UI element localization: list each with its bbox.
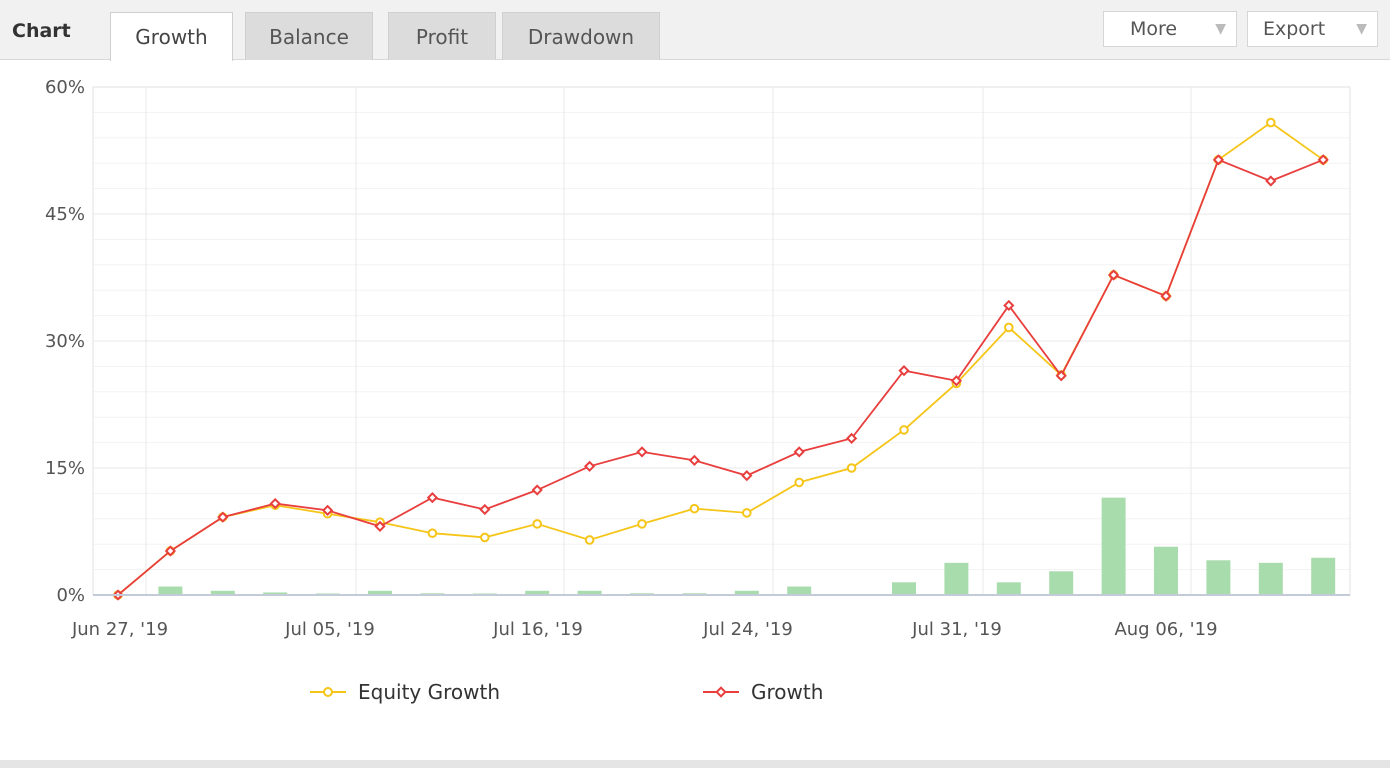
series-point bbox=[1317, 154, 1329, 166]
series-point bbox=[531, 484, 543, 496]
series-point bbox=[480, 532, 490, 543]
more-button[interactable]: More ▼ bbox=[1103, 11, 1237, 47]
bar bbox=[1206, 560, 1231, 595]
series-point bbox=[742, 508, 752, 518]
bar bbox=[1154, 546, 1178, 595]
x-tick-label: Jul 24, '19 bbox=[702, 619, 793, 640]
series-line bbox=[117, 121, 1324, 596]
bar bbox=[1101, 497, 1126, 595]
bar bbox=[263, 592, 288, 595]
x-tick-label: Jun 27, '19 bbox=[71, 619, 168, 640]
more-button-label: More bbox=[1130, 18, 1178, 40]
series-point bbox=[426, 492, 439, 504]
bar bbox=[996, 582, 1021, 595]
bar bbox=[1311, 557, 1336, 595]
series-point bbox=[1265, 175, 1277, 187]
y-tick-label: 45% bbox=[45, 204, 85, 225]
x-tick-label: Jul 31, '19 bbox=[911, 619, 1002, 640]
bar bbox=[1258, 562, 1283, 595]
bar bbox=[787, 586, 812, 595]
series-point bbox=[741, 470, 753, 482]
x-tick-label: Aug 06, '19 bbox=[1114, 619, 1217, 640]
series-point bbox=[217, 511, 229, 523]
series-point bbox=[583, 460, 596, 472]
series-point bbox=[532, 519, 543, 529]
tab-balance[interactable]: Balance bbox=[245, 12, 373, 60]
series-point bbox=[321, 504, 334, 516]
series-point bbox=[269, 497, 281, 510]
bar bbox=[944, 562, 969, 595]
series-point bbox=[427, 528, 438, 538]
series-point bbox=[164, 545, 177, 557]
chart-grid bbox=[92, 86, 1351, 596]
series-point bbox=[688, 454, 701, 466]
y-tick-label: 0% bbox=[56, 585, 85, 606]
series-point bbox=[637, 519, 647, 529]
legend-marker bbox=[715, 686, 727, 698]
y-tick-label: 15% bbox=[45, 458, 85, 479]
y-tick-label: 30% bbox=[45, 331, 85, 352]
bar bbox=[734, 590, 759, 595]
export-button[interactable]: Export ▼ bbox=[1247, 11, 1378, 47]
chart-legend: Equity Growth Growth bbox=[310, 680, 823, 704]
chart-toolbar: Chart Growth Balance Profit Drawdown Mor… bbox=[0, 0, 1390, 61]
series-point bbox=[950, 375, 963, 387]
series-point bbox=[1160, 290, 1172, 302]
series-point bbox=[899, 425, 909, 435]
bar bbox=[1049, 571, 1074, 595]
series-line bbox=[117, 158, 1324, 596]
series-point bbox=[479, 503, 491, 516]
bottom-divider bbox=[0, 760, 1390, 768]
legend-label: Equity Growth bbox=[358, 680, 500, 704]
series-point bbox=[689, 503, 700, 514]
line-series bbox=[112, 117, 1329, 601]
series-point bbox=[1003, 299, 1015, 312]
tab-drawdown[interactable]: Drawdown bbox=[502, 12, 660, 60]
triangle-down-icon: ▼ bbox=[1356, 21, 1367, 37]
bar bbox=[158, 586, 183, 595]
chart-title: Chart bbox=[12, 20, 71, 42]
x-tick-label: Jul 05, '19 bbox=[284, 619, 375, 640]
bar-series bbox=[158, 497, 1336, 595]
series-point bbox=[793, 446, 805, 458]
bar bbox=[525, 590, 550, 595]
chart-axes: 0% 15% 30% 45% 60% Jun 27, '19 Jul 05, '19 Jul … bbox=[45, 77, 1350, 640]
bar bbox=[892, 582, 916, 595]
tab-growth[interactable]: Growth bbox=[110, 12, 233, 61]
series-point bbox=[374, 520, 386, 533]
series-point bbox=[1055, 370, 1067, 382]
series-point bbox=[845, 432, 858, 444]
bar bbox=[210, 590, 235, 595]
bar bbox=[577, 590, 602, 595]
series-point bbox=[1212, 154, 1225, 166]
series-point bbox=[1004, 322, 1014, 333]
legend-label: Growth bbox=[751, 680, 823, 704]
series-point bbox=[898, 365, 910, 377]
y-tick-label: 60% bbox=[45, 77, 85, 98]
series-point bbox=[1107, 269, 1120, 281]
x-tick-label: Jul 16, '19 bbox=[492, 619, 583, 640]
bar bbox=[368, 590, 392, 595]
series-point bbox=[1266, 117, 1276, 128]
triangle-down-icon: ▼ bbox=[1215, 21, 1226, 37]
series-point bbox=[636, 446, 648, 458]
export-button-label: Export bbox=[1263, 18, 1326, 40]
series-point bbox=[584, 535, 595, 545]
series-point bbox=[794, 477, 805, 488]
legend-marker bbox=[323, 687, 333, 697]
tab-profit[interactable]: Profit bbox=[388, 12, 496, 60]
series-point bbox=[846, 463, 857, 473]
